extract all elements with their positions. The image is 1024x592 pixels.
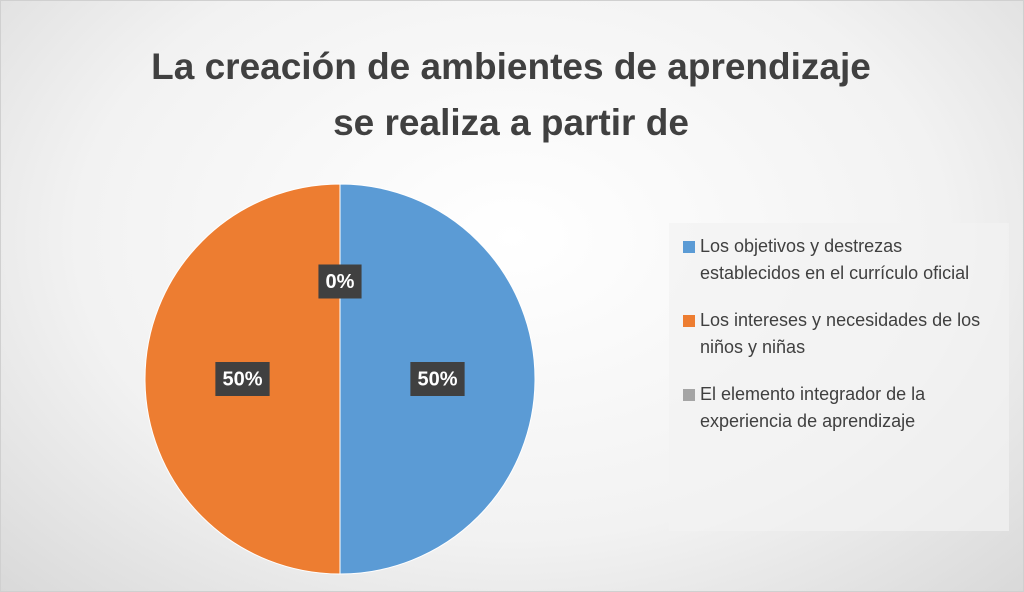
- data-label: 0%: [326, 271, 355, 293]
- data-label: 50%: [417, 368, 457, 390]
- chart-title: La creación de ambientes de aprendizaje …: [151, 46, 871, 143]
- legend-label: Los objetivos y destrezas establecidos e…: [700, 236, 970, 283]
- legend: Los objetivos y destrezas establecidos e…: [669, 223, 1009, 531]
- data-label-box: [318, 264, 362, 299]
- legend-swatch: [683, 241, 695, 253]
- legend-swatch: [683, 389, 695, 401]
- legend-entry: El elemento integrador de la experiencia…: [683, 381, 999, 435]
- legend-entry: Los objetivos y destrezas establecidos e…: [683, 233, 999, 287]
- legend-label: El elemento integrador de la experiencia…: [700, 384, 926, 431]
- data-label: 50%: [222, 368, 262, 390]
- data-label-box: [215, 362, 270, 396]
- data-label-box: [410, 362, 465, 396]
- legend-swatch: [683, 315, 695, 327]
- legend-label: Los intereses y necesidades de los niños…: [700, 310, 981, 357]
- legend-entry: Los intereses y necesidades de los niños…: [683, 307, 999, 361]
